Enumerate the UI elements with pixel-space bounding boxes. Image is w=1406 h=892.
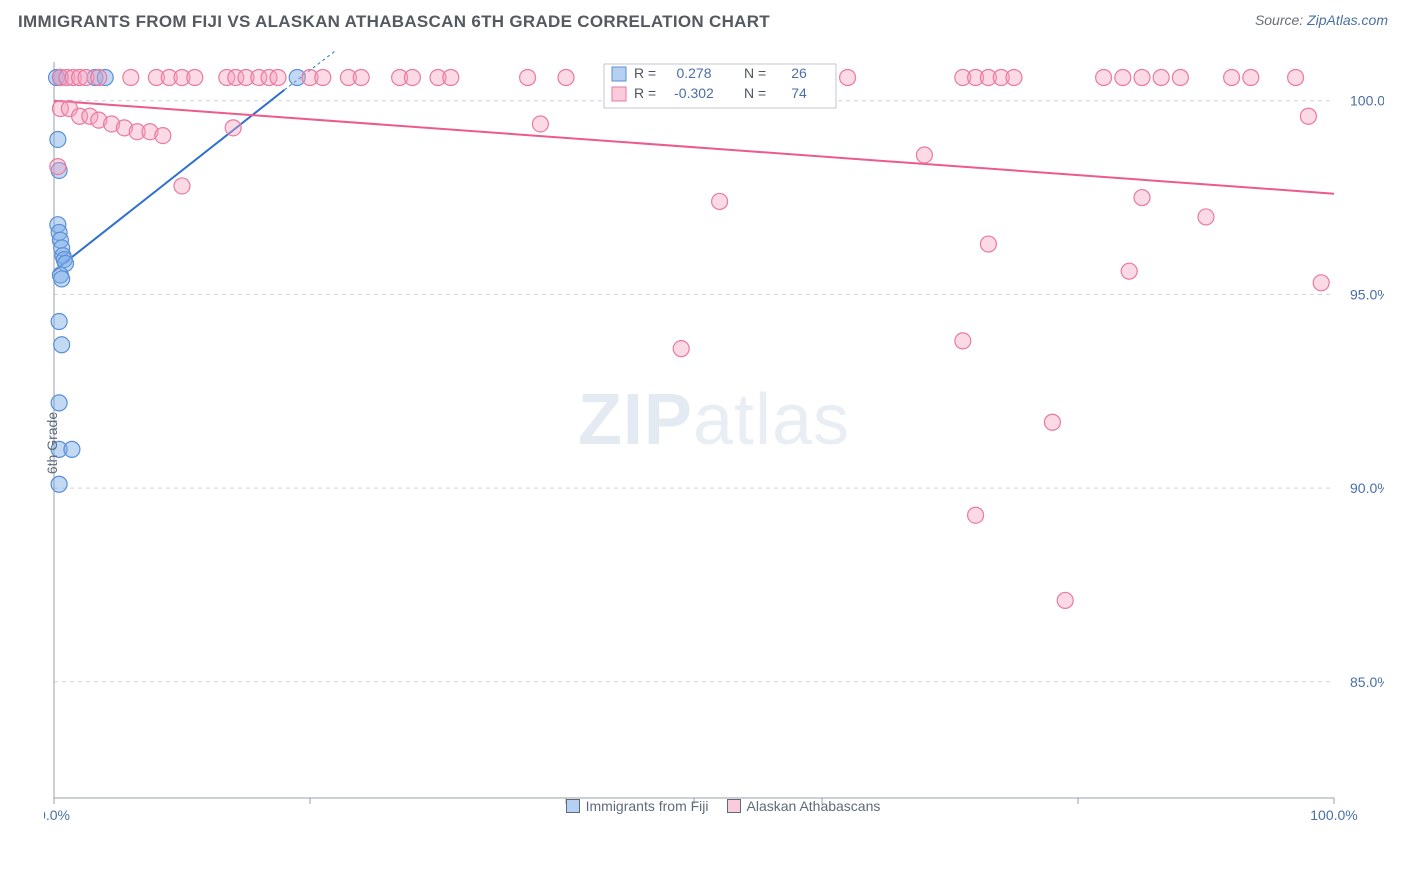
y-tick-label: 85.0% <box>1350 674 1384 690</box>
legend-r-label: R = <box>634 65 656 81</box>
data-point <box>955 333 971 349</box>
legend-r-value: 0.278 <box>676 65 711 81</box>
data-point <box>673 341 689 357</box>
data-point <box>64 441 80 457</box>
legend-label: Immigrants from Fiji <box>586 798 709 814</box>
data-point <box>1300 108 1316 124</box>
legend-label: Alaskan Athabascans <box>747 798 881 814</box>
legend-swatch <box>566 799 580 813</box>
data-point <box>51 395 67 411</box>
data-point <box>1288 69 1304 85</box>
y-tick-label: 100.0% <box>1350 93 1384 109</box>
data-point <box>187 69 203 85</box>
data-point <box>404 69 420 85</box>
data-point <box>1057 592 1073 608</box>
data-point <box>1243 69 1259 85</box>
data-point <box>123 69 139 85</box>
legend-n-value: 74 <box>791 85 807 101</box>
data-point <box>54 337 70 353</box>
data-point <box>174 178 190 194</box>
data-point <box>155 128 171 144</box>
chart-title: IMMIGRANTS FROM FIJI VS ALASKAN ATHABASC… <box>18 12 770 32</box>
series-legend: Immigrants from Fiji Alaskan Athabascans <box>44 798 1384 814</box>
data-point <box>315 69 331 85</box>
source-link[interactable]: ZipAtlas.com <box>1307 12 1388 28</box>
data-point <box>1313 275 1329 291</box>
data-point <box>1115 69 1131 85</box>
data-point <box>1121 263 1137 279</box>
y-axis-label: 6th Grade <box>44 412 60 474</box>
chart-area: 6th Grade ZIPatlas 85.0%90.0%95.0%100.0%… <box>44 50 1384 820</box>
data-point <box>1134 69 1150 85</box>
legend-n-value: 26 <box>791 65 807 81</box>
data-point <box>54 271 70 287</box>
data-point <box>1153 69 1169 85</box>
data-point <box>520 69 536 85</box>
data-point <box>270 69 286 85</box>
data-point <box>980 236 996 252</box>
data-point <box>51 476 67 492</box>
data-point <box>916 147 932 163</box>
data-point <box>840 69 856 85</box>
data-point <box>443 69 459 85</box>
data-point <box>91 69 107 85</box>
data-point <box>1096 69 1112 85</box>
data-point <box>353 69 369 85</box>
data-point <box>1172 69 1188 85</box>
data-point <box>532 116 548 132</box>
trend-line-athabascan <box>54 101 1334 194</box>
legend-swatch <box>612 87 626 101</box>
data-point <box>1044 414 1060 430</box>
source-credit: Source: ZipAtlas.com <box>1255 12 1388 28</box>
data-point <box>1006 69 1022 85</box>
data-point <box>225 120 241 136</box>
y-tick-label: 95.0% <box>1350 286 1384 302</box>
data-point <box>50 159 66 175</box>
data-point <box>51 314 67 330</box>
data-point <box>558 69 574 85</box>
data-point <box>50 131 66 147</box>
data-point <box>1198 209 1214 225</box>
data-point <box>968 507 984 523</box>
y-tick-label: 90.0% <box>1350 480 1384 496</box>
legend-n-label: N = <box>744 65 766 81</box>
scatter-chart: 85.0%90.0%95.0%100.0%0.0%100.0%R =0.278N… <box>44 50 1384 820</box>
data-point <box>712 193 728 209</box>
legend-n-label: N = <box>744 85 766 101</box>
legend-swatch <box>612 67 626 81</box>
legend-r-value: -0.302 <box>674 85 714 101</box>
legend-swatch <box>727 799 741 813</box>
legend-r-label: R = <box>634 85 656 101</box>
data-point <box>1224 69 1240 85</box>
data-point <box>1134 190 1150 206</box>
